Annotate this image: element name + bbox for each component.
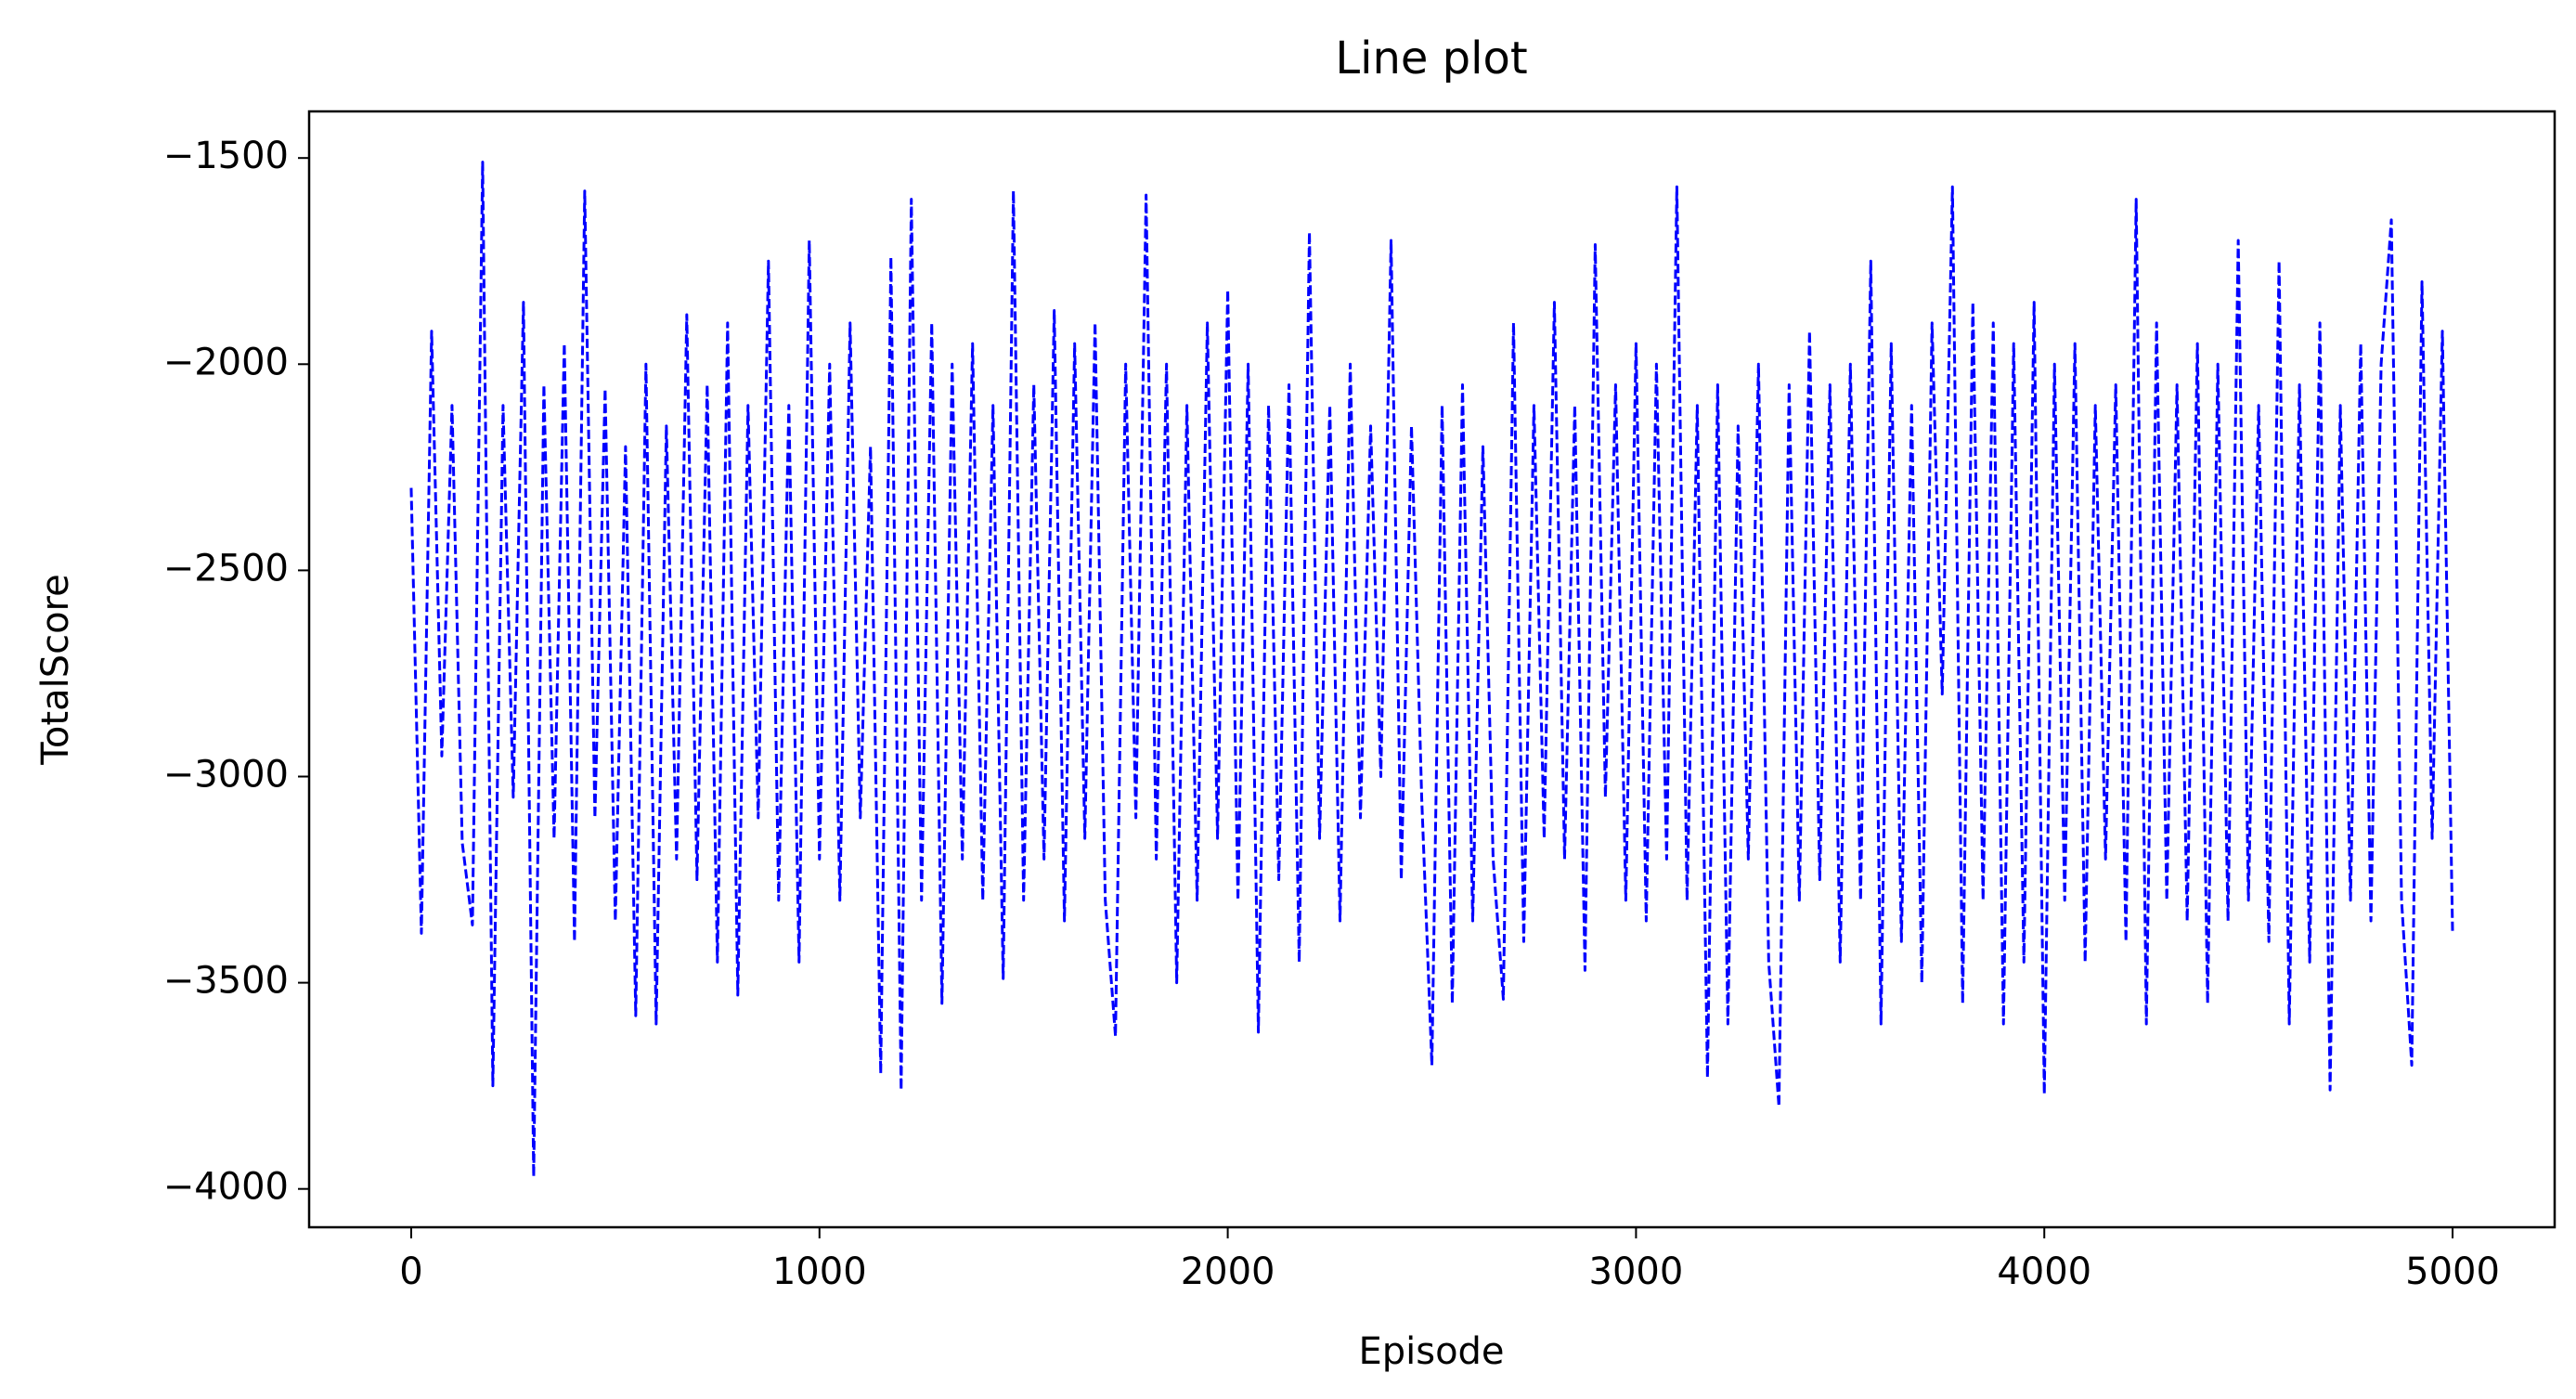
line-series	[409, 161, 2454, 1178]
x-tick-label: 3000	[1589, 1250, 1684, 1293]
x-tick-label: 0	[399, 1250, 422, 1293]
y-tick-label: −3000	[163, 753, 289, 796]
y-tick-label: −2500	[163, 547, 289, 589]
x-tick-label: 2000	[1181, 1250, 1275, 1293]
y-tick-label: −4000	[163, 1166, 289, 1209]
x-tick-label: 4000	[1997, 1250, 2091, 1293]
x-tick-label: 1000	[772, 1250, 867, 1293]
plot-frame	[307, 110, 2557, 1229]
y-axis-label: TotalScore	[34, 574, 77, 765]
y-tick-label: −3500	[163, 960, 289, 1003]
x-axis-label: Episode	[1358, 1330, 1504, 1373]
x-tick-label: 5000	[2405, 1250, 2500, 1293]
y-tick-label: −1500	[163, 135, 289, 177]
y-tick-label: −2000	[163, 341, 289, 383]
chart-title: Line plot	[1335, 32, 1527, 84]
